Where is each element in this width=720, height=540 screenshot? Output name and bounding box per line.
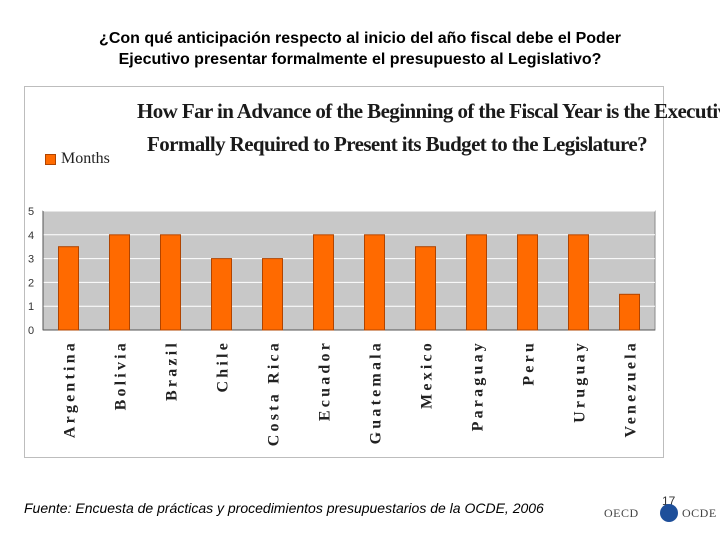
plot-area	[42, 210, 656, 331]
bar-costa-rica	[262, 258, 283, 331]
bar-peru	[517, 234, 538, 331]
x-tick-label: Bolivia	[113, 340, 130, 410]
x-tick-label: Uruguay	[572, 340, 589, 423]
source-footnote: Fuente: Encuesta de prácticas y procedim…	[24, 500, 544, 516]
slide-title: ¿Con qué anticipación respecto al inicio…	[20, 28, 700, 70]
ocde-logo-text: OCDE	[682, 506, 717, 520]
oecd-globe-icon	[660, 504, 678, 522]
slide-title-line1: ¿Con qué anticipación respecto al inicio…	[99, 30, 621, 47]
slide-title-line2: Ejecutivo presentar formalmente el presu…	[118, 51, 602, 68]
legend-label-months: Months	[61, 150, 110, 167]
bar-ecuador	[313, 234, 334, 331]
y-tick-label: 2	[28, 277, 34, 289]
bar-bolivia	[109, 234, 130, 331]
x-tick-label: Ecuador	[317, 340, 334, 421]
chart-title-line2: Formally Required to Present its Budget …	[146, 132, 648, 156]
y-tick-label: 5	[28, 206, 34, 218]
x-tick-label: Mexico	[419, 340, 436, 409]
y-tick-label: 4	[28, 230, 34, 242]
x-tick-label: Chile	[215, 340, 232, 392]
chart-legend: Months	[45, 150, 110, 168]
legend-swatch-months	[45, 153, 56, 165]
bar-chile	[211, 258, 232, 331]
bar-guatemala	[364, 234, 385, 331]
y-tick-label: 3	[28, 254, 34, 266]
bar-chart: 0 1 2 3 4 5 Argentina Bolivia Brazil Chile Costa R…	[28, 206, 656, 446]
oecd-logo-text: OECD	[604, 506, 639, 520]
bar-mexico	[415, 246, 436, 331]
x-tick-label: Costa Rica	[266, 340, 283, 446]
bar-argentina	[58, 246, 79, 331]
x-tick-label: Venezuela	[623, 340, 640, 438]
x-tick-label: Argentina	[62, 340, 79, 438]
x-tick-label: Paraguay	[470, 340, 487, 431]
chart-panel: 0 1 2 3 4 5 Argentina Bolivia Brazil Chile Costa R…	[24, 86, 720, 458]
y-tick-label: 1	[28, 301, 34, 313]
chart-title-line1: How Far in Advance of the Beginning of t…	[137, 99, 720, 123]
x-tick-label: Brazil	[164, 340, 181, 401]
x-tick-label: Peru	[521, 340, 538, 386]
bar-uruguay	[568, 234, 589, 331]
y-tick-label: 0	[28, 325, 34, 337]
bar-venezuela	[619, 293, 640, 331]
bar-brazil	[160, 234, 181, 331]
chart-title: How Far in Advance of the Beginning of t…	[137, 95, 720, 161]
bar-paraguay	[466, 234, 487, 331]
x-tick-label: Guatemala	[368, 340, 385, 444]
